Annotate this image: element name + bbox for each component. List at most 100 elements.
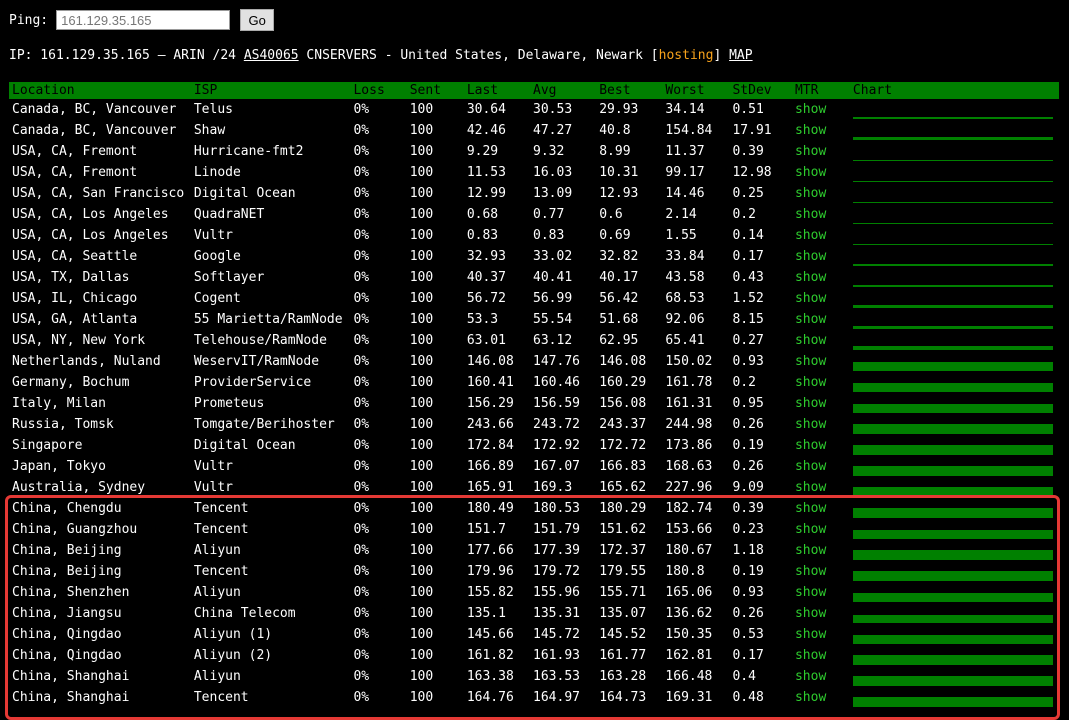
cell-location: USA, CA, Fremont bbox=[12, 144, 138, 159]
latency-chart bbox=[852, 184, 1053, 204]
mtr-show-link[interactable]: show bbox=[794, 690, 827, 705]
mtr-show-link[interactable]: show bbox=[794, 543, 827, 558]
mtr-show-link[interactable]: show bbox=[794, 207, 827, 222]
table-row: USA, CA, Fremont Linode 0% 100 11.53 16.03 10.… bbox=[9, 162, 1059, 183]
cell-location: USA, NY, New York bbox=[12, 333, 146, 348]
cell-stdev: 9.09 bbox=[732, 480, 764, 495]
cell-last: 135.1 bbox=[466, 606, 506, 621]
cell-loss: 0% bbox=[353, 165, 370, 180]
cell-location: USA, CA, San Francisco bbox=[12, 186, 185, 201]
cell-stdev: 0.2 bbox=[732, 207, 756, 222]
table-row: Italy, Milan Prometeus 0% 100 156.29 156.59 15… bbox=[9, 393, 1059, 414]
cell-isp: Digital Ocean bbox=[193, 438, 296, 453]
mtr-show-link[interactable]: show bbox=[794, 522, 827, 537]
cell-location: Russia, Tomsk bbox=[12, 417, 114, 432]
mtr-show-link[interactable]: show bbox=[794, 606, 827, 621]
cell-best: 62.95 bbox=[599, 333, 639, 348]
cell-sent: 100 bbox=[409, 207, 434, 222]
mtr-show-link[interactable]: show bbox=[794, 270, 827, 285]
table-row: China, Qingdao Aliyun (1) 0% 100 145.66 145.7… bbox=[9, 624, 1059, 645]
cell-loss: 0% bbox=[353, 123, 370, 138]
cell-isp: Telehouse/RamNode bbox=[193, 333, 327, 348]
cell-isp: Prometeus bbox=[193, 396, 265, 411]
cell-isp: China Telecom bbox=[193, 606, 296, 621]
latency-bar bbox=[852, 243, 1053, 245]
mtr-show-link[interactable]: show bbox=[794, 186, 827, 201]
latency-chart bbox=[852, 331, 1053, 351]
cell-avg: 40.41 bbox=[533, 270, 573, 285]
mtr-show-link[interactable]: show bbox=[794, 648, 827, 663]
latency-bar bbox=[852, 222, 1053, 224]
mtr-show-link[interactable]: show bbox=[794, 459, 827, 474]
cell-sent: 100 bbox=[409, 333, 434, 348]
cell-loss: 0% bbox=[353, 606, 370, 621]
cell-loss: 0% bbox=[353, 648, 370, 663]
ping-results-table: Location ISP Loss Sent Last Avg Best Worst StDev… bbox=[9, 82, 1059, 708]
latency-bar bbox=[852, 570, 1053, 581]
cell-sent: 100 bbox=[409, 501, 434, 516]
mtr-show-link[interactable]: show bbox=[794, 375, 827, 390]
mtr-show-link[interactable]: show bbox=[794, 501, 827, 516]
cell-chart bbox=[850, 687, 1059, 708]
cell-location: Japan, Tokyo bbox=[12, 459, 106, 474]
cell-loss: 0% bbox=[353, 669, 370, 684]
latency-chart bbox=[852, 688, 1053, 708]
cell-best: 172.72 bbox=[599, 438, 647, 453]
latency-chart bbox=[852, 436, 1053, 456]
cell-chart bbox=[850, 351, 1059, 372]
cell-loss: 0% bbox=[353, 480, 370, 495]
cell-last: 172.84 bbox=[466, 438, 514, 453]
latency-bar bbox=[852, 592, 1053, 602]
mtr-show-link[interactable]: show bbox=[794, 354, 827, 369]
column-header-isp: ISP bbox=[190, 82, 351, 99]
latency-bar bbox=[852, 180, 1053, 182]
mtr-show-link[interactable]: show bbox=[794, 669, 827, 684]
ping-ip-input[interactable] bbox=[56, 10, 231, 30]
table-row: China, Chengdu Tencent 0% 100 180.49 180.53 18… bbox=[9, 498, 1059, 519]
table-row: Canada, BC, Vancouver Telus 0% 100 30.64 30.5… bbox=[9, 99, 1059, 120]
mtr-show-link[interactable]: show bbox=[794, 312, 827, 327]
cell-stdev: 0.4 bbox=[732, 669, 756, 684]
cell-sent: 100 bbox=[409, 123, 434, 138]
mtr-show-link[interactable]: show bbox=[794, 585, 827, 600]
latency-bar bbox=[852, 634, 1053, 644]
table-row: China, Guangzhou Tencent 0% 100 151.7 151.79 1… bbox=[9, 519, 1059, 540]
cell-best: 160.29 bbox=[599, 375, 647, 390]
column-header-stdev: StDev bbox=[729, 82, 792, 99]
mtr-show-link[interactable]: show bbox=[794, 564, 827, 579]
mtr-show-link[interactable]: show bbox=[794, 144, 827, 159]
mtr-show-link[interactable]: show bbox=[794, 123, 827, 138]
cell-worst: 43.58 bbox=[665, 270, 705, 285]
mtr-show-link[interactable]: show bbox=[794, 249, 827, 264]
mtr-show-link[interactable]: show bbox=[794, 627, 827, 642]
mtr-show-link[interactable]: show bbox=[794, 480, 827, 495]
cell-location: USA, CA, Los Angeles bbox=[12, 228, 169, 243]
latency-chart bbox=[852, 247, 1053, 267]
map-link[interactable]: MAP bbox=[729, 48, 753, 63]
mtr-show-link[interactable]: show bbox=[794, 291, 827, 306]
cell-avg: 16.03 bbox=[533, 165, 573, 180]
mtr-show-link[interactable]: show bbox=[794, 333, 827, 348]
cell-loss: 0% bbox=[353, 333, 370, 348]
mtr-show-link[interactable]: show bbox=[794, 165, 827, 180]
cell-loss: 0% bbox=[353, 459, 370, 474]
mtr-show-link[interactable]: show bbox=[794, 417, 827, 432]
mtr-show-link[interactable]: show bbox=[794, 396, 827, 411]
cell-avg: 55.54 bbox=[533, 312, 573, 327]
latency-chart bbox=[852, 562, 1053, 582]
mtr-show-link[interactable]: show bbox=[794, 102, 827, 117]
latency-chart bbox=[852, 646, 1053, 666]
mtr-show-link[interactable]: show bbox=[794, 228, 827, 243]
mtr-show-link[interactable]: show bbox=[794, 438, 827, 453]
cell-avg: 161.93 bbox=[533, 648, 580, 663]
table-row: USA, CA, Fremont Hurricane-fmt2 0% 100 9.29 9… bbox=[9, 141, 1059, 162]
cell-worst: 2.14 bbox=[665, 207, 697, 222]
go-button[interactable]: Go bbox=[240, 9, 275, 31]
cell-avg: 56.99 bbox=[533, 291, 573, 306]
cell-stdev: 0.39 bbox=[732, 144, 764, 159]
cell-avg: 9.32 bbox=[533, 144, 565, 159]
cell-last: 164.76 bbox=[466, 690, 514, 705]
cell-last: 161.82 bbox=[466, 648, 514, 663]
cell-loss: 0% bbox=[353, 228, 370, 243]
asn-link[interactable]: AS40065 bbox=[243, 48, 299, 63]
